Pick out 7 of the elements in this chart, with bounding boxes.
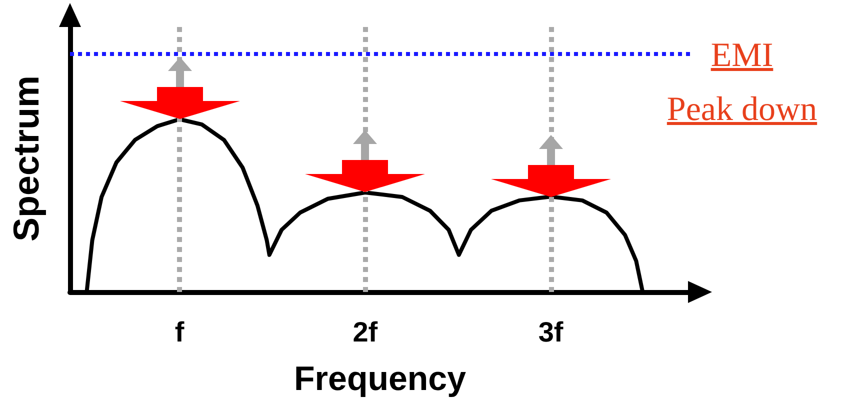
y-axis-title: Spectrum [6, 75, 46, 242]
annotation: Peak down [666, 90, 818, 130]
x-tick-label: f [174, 316, 185, 348]
x-tick-label: 3f [538, 316, 564, 348]
text: EMI [710, 36, 774, 76]
x-axis-title: Frequency [294, 360, 466, 398]
x-tick-label: 2f [352, 316, 378, 348]
